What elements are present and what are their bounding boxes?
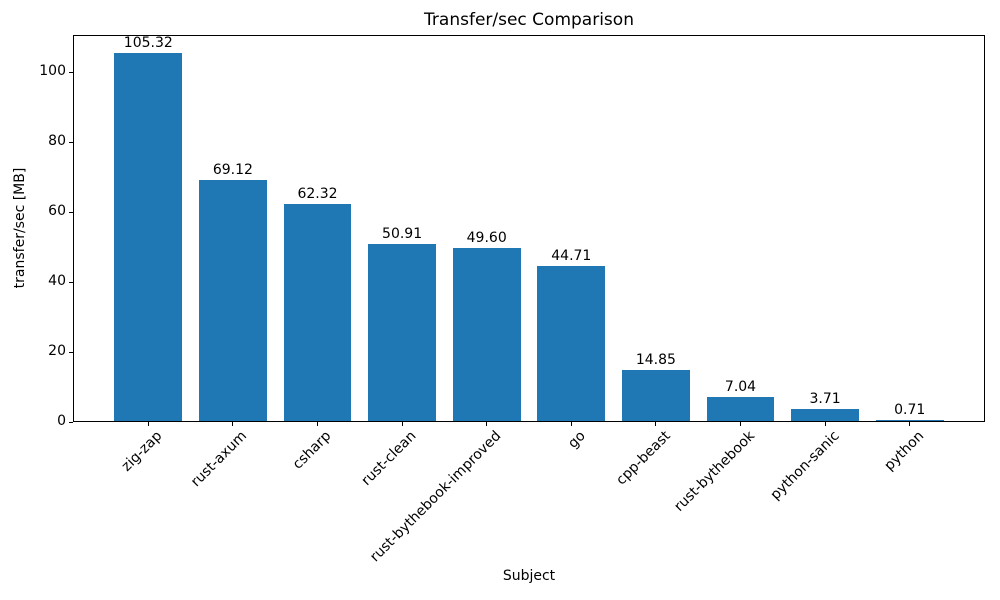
y-tick-label: 20 xyxy=(48,343,66,360)
bar xyxy=(622,370,690,422)
y-axis-tick xyxy=(69,71,73,73)
bar xyxy=(114,53,183,422)
y-tick-label: 40 xyxy=(48,273,66,290)
y-tick-label: 80 xyxy=(48,133,66,150)
bar-value-label: 105.32 xyxy=(123,35,173,51)
y-tick-label: 100 xyxy=(39,63,66,80)
y-axis-tick xyxy=(69,281,73,283)
chart-title: Transfer/sec Comparison xyxy=(424,10,634,30)
bar xyxy=(368,244,436,422)
x-axis-tick xyxy=(655,422,657,426)
y-axis-label: transfer/sec [MB] xyxy=(12,167,28,289)
bar xyxy=(283,204,352,422)
x-axis-tick xyxy=(909,422,911,426)
x-axis-label: Subject xyxy=(502,568,556,584)
y-tick-label: 60 xyxy=(48,203,66,220)
bar-value-label: 50.91 xyxy=(382,226,423,242)
bar-value-label: 69.12 xyxy=(212,162,253,178)
x-axis-tick xyxy=(824,422,826,426)
x-tick-label: cpp-beast xyxy=(612,428,674,489)
x-tick-label: csharp xyxy=(290,428,335,473)
y-tick-label: 0 xyxy=(57,413,66,429)
bar xyxy=(199,180,267,422)
x-tick-label: python xyxy=(881,428,928,474)
bar-value-label: 14.85 xyxy=(635,352,676,368)
y-axis-tick xyxy=(69,141,73,143)
x-axis-tick xyxy=(740,422,741,426)
x-tick-label: go xyxy=(564,428,589,452)
bar-value-label: 62.32 xyxy=(297,186,338,202)
x-tick-label: python-sanic xyxy=(767,428,843,504)
x-tick-label: rust-axum xyxy=(188,428,251,491)
x-axis-tick xyxy=(147,422,149,426)
bar-value-label: 44.71 xyxy=(551,248,592,264)
bar-value-label: 3.71 xyxy=(809,391,841,407)
x-axis-tick xyxy=(570,422,572,426)
x-tick-label: rust-clean xyxy=(358,428,420,489)
bar xyxy=(706,397,775,422)
y-axis-tick xyxy=(69,421,73,423)
bar xyxy=(452,248,521,422)
x-axis-tick xyxy=(316,422,318,426)
x-tick-label: zig-zap xyxy=(118,428,166,475)
bar-value-label: 49.60 xyxy=(466,230,507,246)
x-axis-tick xyxy=(486,422,488,426)
bar xyxy=(537,266,606,422)
y-axis-tick xyxy=(69,211,73,213)
x-axis-tick xyxy=(232,422,234,426)
bar xyxy=(791,409,859,422)
y-axis-tick xyxy=(69,351,73,353)
bar-value-label: 7.04 xyxy=(724,379,757,395)
x-tick-label: rust-bythebook xyxy=(671,428,758,515)
x-axis-tick xyxy=(401,422,403,426)
bar-value-label: 0.71 xyxy=(894,402,926,418)
plot-area xyxy=(73,35,985,422)
